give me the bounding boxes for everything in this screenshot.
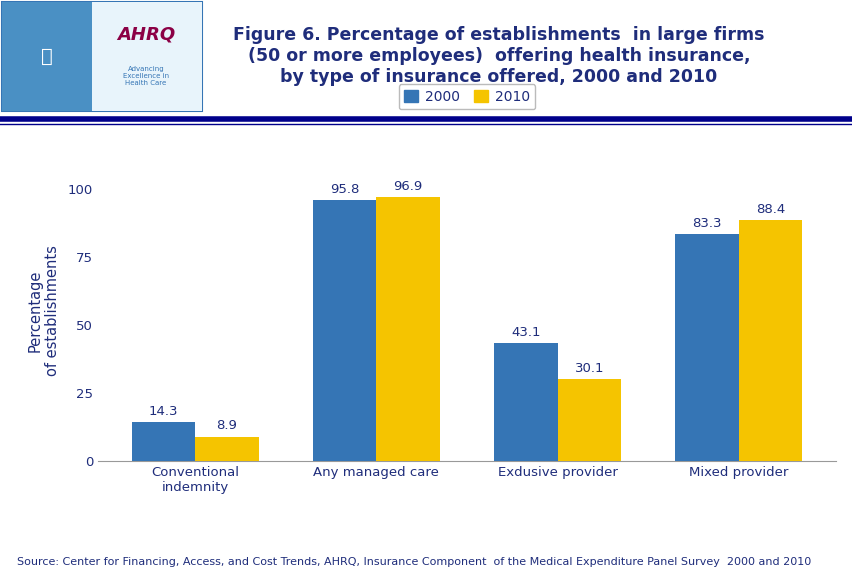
Text: 96.9: 96.9 <box>393 180 423 193</box>
Bar <box>131 422 195 461</box>
Text: AHRQ: AHRQ <box>117 26 175 44</box>
Bar <box>92 2 202 111</box>
Text: Advancing
Excellence in
Health Care: Advancing Excellence in Health Care <box>123 66 169 86</box>
Text: 88.4: 88.4 <box>755 203 785 216</box>
Text: Source: Center for Financing, Access, and Cost Trends, AHRQ, Insurance Component: Source: Center for Financing, Access, an… <box>17 558 810 567</box>
Text: 30.1: 30.1 <box>574 362 603 375</box>
Bar <box>675 234 738 461</box>
Legend: 2000, 2010: 2000, 2010 <box>398 84 535 109</box>
Text: Figure 6. Percentage of establishments  in large firms
(50 or more employees)  o: Figure 6. Percentage of establishments i… <box>233 26 764 85</box>
Bar <box>195 437 258 461</box>
Bar <box>738 220 802 461</box>
Text: 83.3: 83.3 <box>692 217 721 230</box>
Text: 🦅: 🦅 <box>41 47 53 66</box>
Text: 14.3: 14.3 <box>148 405 178 418</box>
Text: 43.1: 43.1 <box>510 327 540 339</box>
Bar <box>313 200 376 461</box>
Bar <box>557 379 620 461</box>
Bar <box>2 2 92 111</box>
Y-axis label: Percentage
of establishments: Percentage of establishments <box>27 245 60 377</box>
Text: 95.8: 95.8 <box>330 183 359 196</box>
Bar <box>493 343 557 461</box>
Bar <box>376 197 440 461</box>
Text: 8.9: 8.9 <box>216 419 237 433</box>
